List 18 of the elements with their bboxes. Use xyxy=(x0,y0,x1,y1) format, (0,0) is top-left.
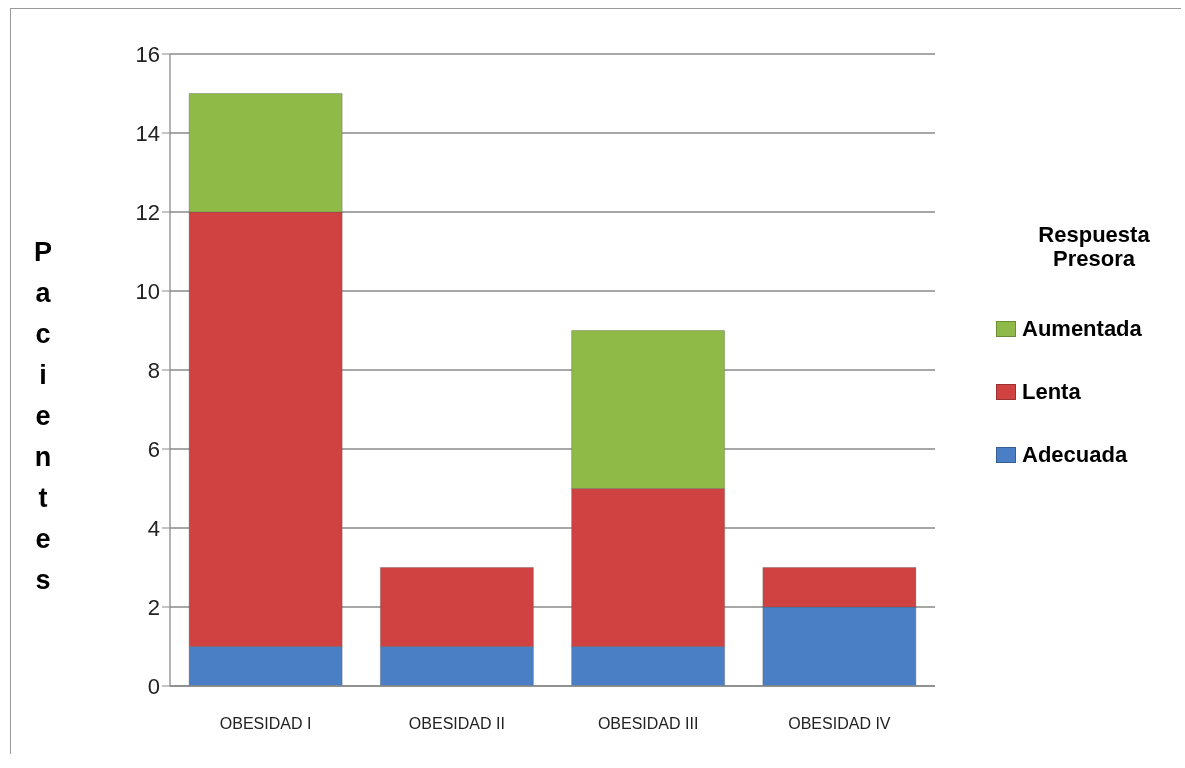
y-tick-label: 12 xyxy=(135,199,160,225)
y-tick-label: 8 xyxy=(147,357,160,383)
y-tick-label: 14 xyxy=(135,120,160,146)
legend-title: Respuesta Presora xyxy=(1037,222,1151,271)
legend-label: Lenta xyxy=(1022,378,1081,405)
x-tick-label: OBESIDAD II xyxy=(408,715,505,733)
y-axis-title: Pacientes xyxy=(28,237,58,606)
y-tick-label: 6 xyxy=(147,436,160,462)
x-tick-label: OBESIDAD III xyxy=(597,715,699,733)
x-tick-label: OBESIDAD I xyxy=(219,715,312,733)
y-tick-label: 2 xyxy=(147,594,160,620)
y-tick-label: 16 xyxy=(135,41,160,67)
y-tick-label: 4 xyxy=(147,515,160,541)
y-tick-label: 0 xyxy=(147,673,160,699)
y-tick-label: 10 xyxy=(135,278,160,304)
legend-label: Adecuada xyxy=(1022,441,1128,468)
x-tick-label: OBESIDAD IV xyxy=(788,715,891,733)
legend-label: Aumentada xyxy=(1022,315,1142,342)
